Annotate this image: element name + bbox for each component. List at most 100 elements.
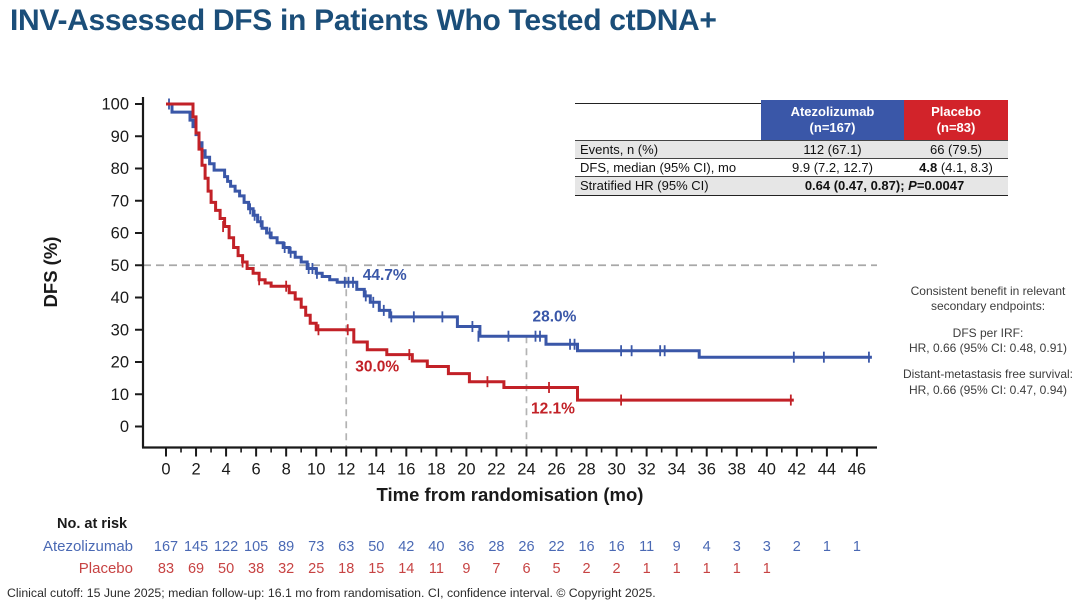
svg-text:11: 11 (639, 539, 654, 555)
side-note-dmfs: Distant-metastasis free survival: HR, 0.6… (902, 367, 1074, 397)
events-atezolizumab: 112 (67.1) (803, 142, 862, 157)
stratified-hr-value: 0.64 (0.47, 0.87); P=0.0047 (804, 178, 965, 193)
svg-text:30: 30 (607, 461, 625, 479)
svg-text:26: 26 (547, 461, 565, 479)
svg-text:14: 14 (398, 561, 414, 577)
svg-text:32: 32 (278, 561, 294, 577)
svg-text:22: 22 (548, 539, 564, 555)
svg-text:2: 2 (613, 561, 621, 577)
svg-text:1: 1 (733, 561, 741, 577)
svg-text:7: 7 (492, 561, 500, 577)
svg-text:Placebo: Placebo (79, 560, 133, 577)
svg-text:90: 90 (111, 128, 129, 146)
svg-text:1: 1 (763, 561, 771, 577)
svg-text:100: 100 (101, 96, 129, 114)
svg-text:69: 69 (188, 561, 204, 577)
svg-text:8: 8 (282, 461, 291, 479)
svg-text:70: 70 (111, 192, 129, 210)
svg-text:32: 32 (637, 461, 655, 479)
svg-text:105: 105 (244, 539, 268, 555)
svg-text:1: 1 (853, 539, 861, 555)
censor-marks-placebo (222, 221, 792, 406)
events-row: Events, n (%) 112 (67.1) 66 (79.5) (575, 140, 1008, 158)
svg-text:DFS (%): DFS (%) (40, 237, 61, 308)
stratified-hr-label: Stratified HR (95% CI) (580, 178, 709, 193)
svg-text:38: 38 (248, 561, 264, 577)
curve-placebo (166, 102, 794, 402)
svg-text:73: 73 (308, 539, 324, 555)
dfs-median-row: DFS, median (95% CI), mo 9.9 (7.2, 12.7)… (575, 158, 1008, 176)
svg-text:89: 89 (278, 539, 294, 555)
svg-text:34: 34 (668, 461, 686, 479)
svg-text:42: 42 (398, 539, 414, 555)
svg-text:25: 25 (308, 561, 324, 577)
landmark-annotations: 44.7% 28.0% 30.0% 12.1% (355, 267, 576, 418)
svg-text:10: 10 (111, 386, 129, 404)
svg-text:44: 44 (818, 461, 836, 479)
svg-text:4: 4 (221, 461, 230, 479)
svg-text:16: 16 (578, 539, 594, 555)
svg-text:50: 50 (218, 561, 234, 577)
svg-text:2: 2 (793, 539, 801, 555)
svg-text:145: 145 (184, 539, 208, 555)
svg-text:9: 9 (462, 561, 470, 577)
stratified-hr-row: Stratified HR (95% CI) 0.64 (0.47, 0.87)… (575, 176, 1008, 196)
svg-text:2: 2 (191, 461, 200, 479)
svg-text:16: 16 (609, 539, 625, 555)
summary-table-header-atezolizumab: Atezolizumab (n=167) (761, 100, 904, 140)
svg-text:60: 60 (111, 225, 129, 243)
svg-text:22: 22 (487, 461, 505, 479)
events-placebo: 66 (79.5) (929, 142, 983, 157)
svg-text:42: 42 (788, 461, 806, 479)
svg-text:3: 3 (733, 539, 741, 555)
svg-text:40: 40 (758, 461, 776, 479)
dfs-median-atezolizumab: 9.9 (7.2, 12.7) (792, 160, 873, 175)
side-note-heading: Consistent benefit in relevant secondary… (910, 284, 1066, 314)
svg-text:122: 122 (214, 539, 238, 555)
svg-text:36: 36 (698, 461, 716, 479)
svg-text:28: 28 (577, 461, 595, 479)
svg-text:40: 40 (111, 289, 129, 307)
svg-text:20: 20 (111, 354, 129, 372)
svg-text:18: 18 (338, 561, 354, 577)
censor-marks-atezolizumab (168, 98, 870, 363)
svg-text:1: 1 (823, 539, 831, 555)
svg-text:24: 24 (517, 461, 535, 479)
reference-lines (143, 264, 877, 447)
svg-text:46: 46 (848, 461, 866, 479)
dfs-median-placebo: 4.8 (4.1, 8.3) (919, 160, 993, 175)
summary-table: Atezolizumab (n=167) Placebo (n=83) Even… (575, 100, 1008, 196)
svg-text:16: 16 (397, 461, 415, 479)
footnote: Clinical cutoff: 15 June 2025; median fo… (7, 586, 656, 600)
svg-text:11: 11 (429, 561, 444, 577)
svg-text:36: 36 (458, 539, 474, 555)
dfs-median-label: DFS, median (95% CI), mo (580, 160, 737, 175)
page-title: INV-Assessed DFS in Patients Who Tested … (10, 4, 717, 37)
svg-text:2: 2 (583, 561, 591, 577)
svg-text:0: 0 (161, 461, 170, 479)
svg-text:30.0%: 30.0% (355, 359, 399, 376)
svg-text:50: 50 (368, 539, 384, 555)
svg-text:15: 15 (368, 561, 384, 577)
svg-text:6: 6 (252, 461, 261, 479)
curve-atezolizumab (166, 102, 872, 359)
svg-text:No. at risk: No. at risk (57, 516, 128, 532)
svg-text:1: 1 (643, 561, 651, 577)
secondary-endpoints-note: Consistent benefit in relevant secondary… (890, 284, 1080, 409)
svg-text:20: 20 (457, 461, 475, 479)
svg-text:14: 14 (367, 461, 385, 479)
svg-text:50: 50 (111, 257, 129, 275)
svg-text:Atezolizumab: Atezolizumab (43, 538, 133, 555)
summary-table-header-placebo: Placebo (n=83) (904, 100, 1008, 140)
svg-text:Time from randomisation (mo): Time from randomisation (mo) (377, 484, 644, 505)
summary-table-corner-cell (575, 103, 761, 140)
svg-text:30: 30 (111, 321, 129, 339)
svg-text:10: 10 (307, 461, 325, 479)
svg-text:63: 63 (338, 539, 354, 555)
svg-text:12: 12 (337, 461, 355, 479)
svg-text:28: 28 (488, 539, 504, 555)
